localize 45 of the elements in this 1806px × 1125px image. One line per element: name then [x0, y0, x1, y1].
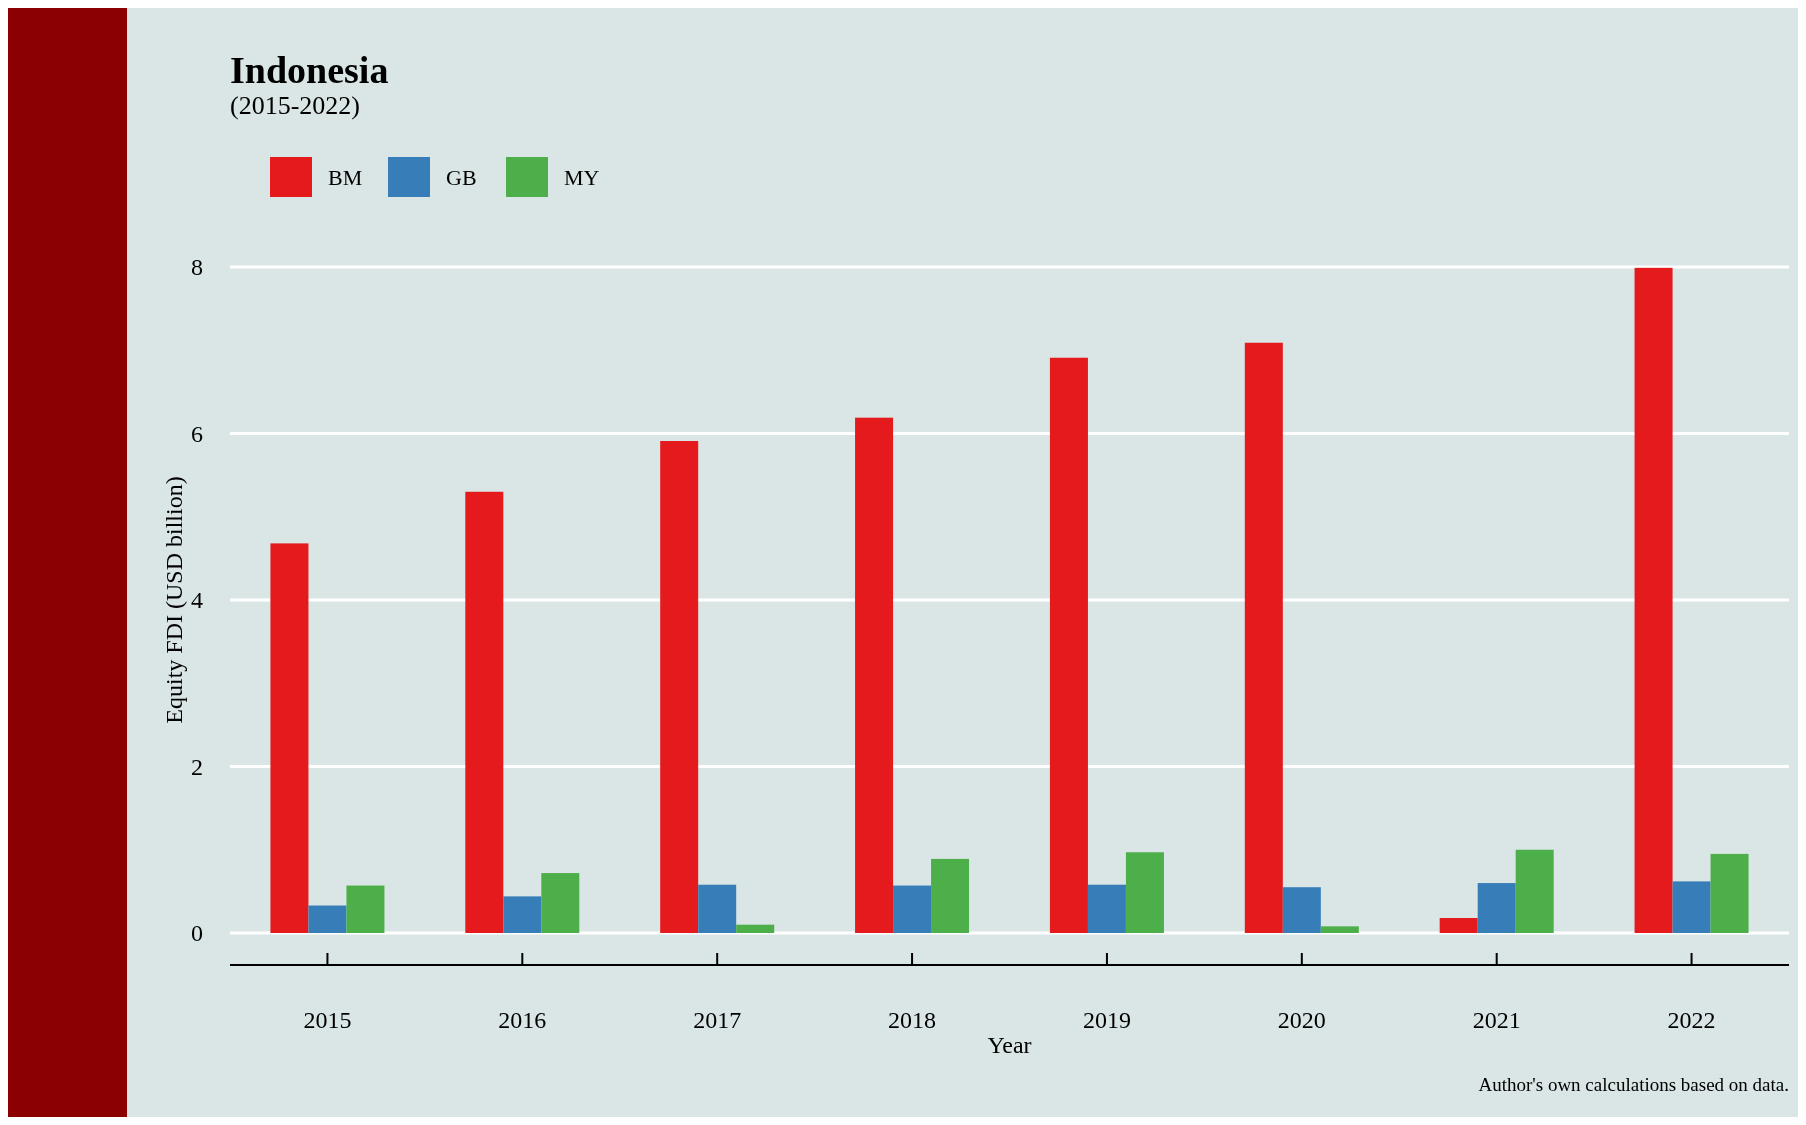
bar — [1710, 853, 1749, 933]
y-axis-title: Equity FDI (USD billion) — [161, 476, 187, 724]
bar — [698, 884, 737, 933]
x-tick-label: 2015 — [303, 1007, 352, 1033]
bar — [1087, 884, 1126, 933]
text: Author's own calculations based on data. — [1478, 1074, 1789, 1095]
bar — [503, 896, 542, 933]
bar — [465, 491, 504, 933]
bar — [1282, 887, 1321, 933]
x-tick-label: 2017 — [693, 1007, 742, 1033]
x-tick-label: 2018 — [888, 1007, 937, 1033]
bar — [1477, 883, 1516, 933]
bar — [541, 873, 580, 933]
legend-label: GB — [446, 165, 477, 190]
bar — [855, 417, 894, 933]
bar — [931, 858, 970, 933]
bar — [893, 885, 932, 933]
x-tick-label: 2020 — [1277, 1007, 1326, 1033]
bar — [1634, 267, 1673, 933]
x-axis-title: Year — [987, 1032, 1032, 1058]
legend-label: MY — [564, 165, 600, 190]
bar — [1672, 881, 1711, 933]
x-tick-label: 2019 — [1082, 1007, 1131, 1033]
y-tick-label: 4 — [191, 587, 203, 614]
bar — [660, 440, 699, 933]
bar — [1515, 849, 1554, 933]
bar — [1049, 357, 1088, 933]
x-tick-label: 2016 — [498, 1007, 547, 1033]
y-tick-label: 6 — [191, 420, 203, 447]
x-tick-label: 2021 — [1472, 1007, 1521, 1033]
bar — [1244, 342, 1283, 933]
y-tick-label: 0 — [191, 920, 203, 947]
chart-subtitle: (2015-2022) — [230, 91, 360, 120]
bar — [1320, 926, 1359, 933]
chart-title: Indonesia — [230, 49, 389, 91]
y-tick-label: 8 — [191, 254, 203, 281]
bar — [1125, 852, 1164, 933]
x-tick-label: 2022 — [1667, 1007, 1716, 1033]
bar — [1439, 918, 1478, 933]
bar — [736, 924, 775, 933]
y-tick-label: 2 — [191, 753, 203, 780]
bar — [308, 905, 347, 933]
legend-label: BM — [328, 165, 363, 190]
bar — [346, 885, 385, 933]
bar — [270, 543, 309, 933]
